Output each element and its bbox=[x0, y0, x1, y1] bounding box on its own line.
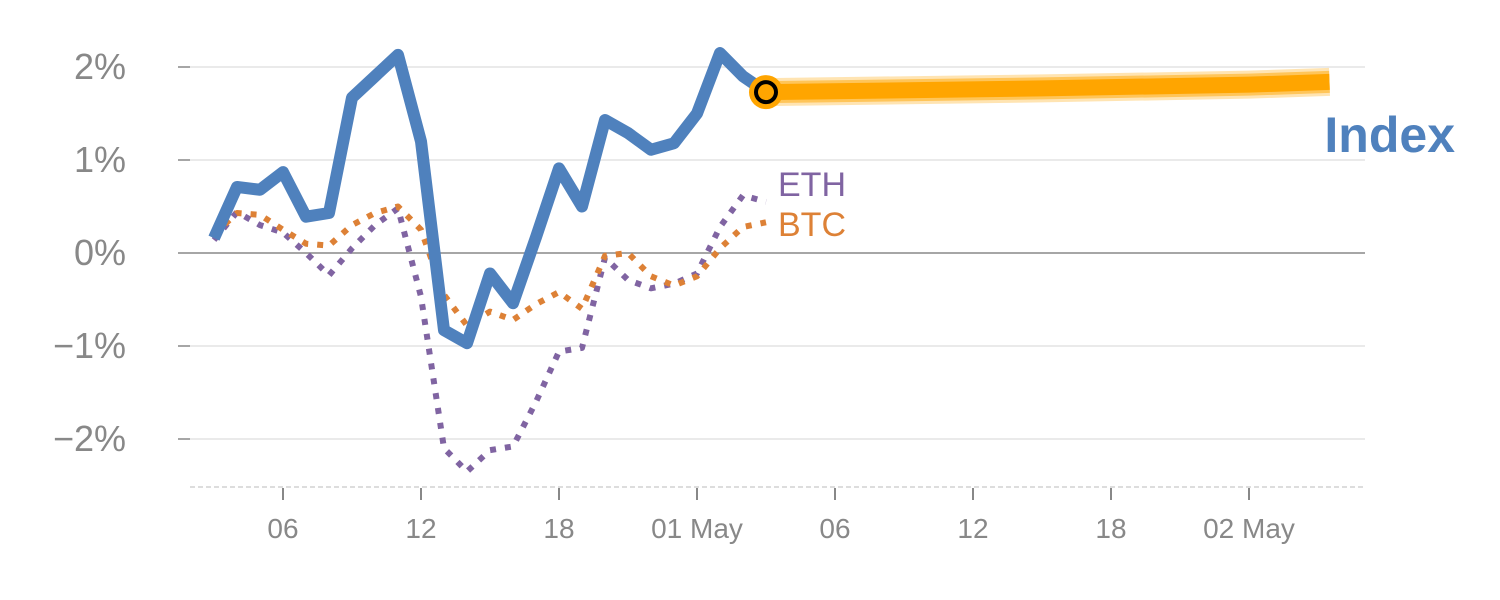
series-label-btc: BTC bbox=[778, 206, 846, 244]
series-line-btc bbox=[211, 203, 767, 329]
x-tick-label: 18 bbox=[543, 513, 574, 544]
y-tick-label: 2% bbox=[74, 46, 126, 87]
y-tick-label: −2% bbox=[53, 418, 126, 459]
series-line-eth bbox=[211, 192, 767, 475]
series-label-index: Index bbox=[1324, 107, 1455, 163]
y-tick-label: 1% bbox=[74, 139, 126, 180]
y-axis: 2% 1% 0% −1% −2% bbox=[53, 46, 190, 459]
forecast-line bbox=[765, 73, 1330, 101]
x-tick-label: 12 bbox=[405, 513, 436, 544]
x-tick-label: 18 bbox=[1095, 513, 1126, 544]
y-tick-label: 0% bbox=[74, 232, 126, 273]
x-tick-label: 06 bbox=[267, 513, 298, 544]
series-line-index bbox=[208, 47, 770, 350]
y-tick-label: −1% bbox=[53, 325, 126, 366]
current-marker bbox=[754, 80, 778, 105]
x-tick-label: 06 bbox=[819, 513, 850, 544]
x-axis: 06 12 18 01 May 06 12 18 02 May bbox=[190, 486, 1365, 544]
grid bbox=[190, 66, 1365, 440]
series-group bbox=[208, 47, 1330, 475]
x-tick-label: 12 bbox=[957, 513, 988, 544]
x-tick-label: 02 May bbox=[1203, 513, 1295, 544]
series-label-eth: ETH bbox=[778, 166, 846, 204]
x-tick-label: 01 May bbox=[651, 513, 743, 544]
